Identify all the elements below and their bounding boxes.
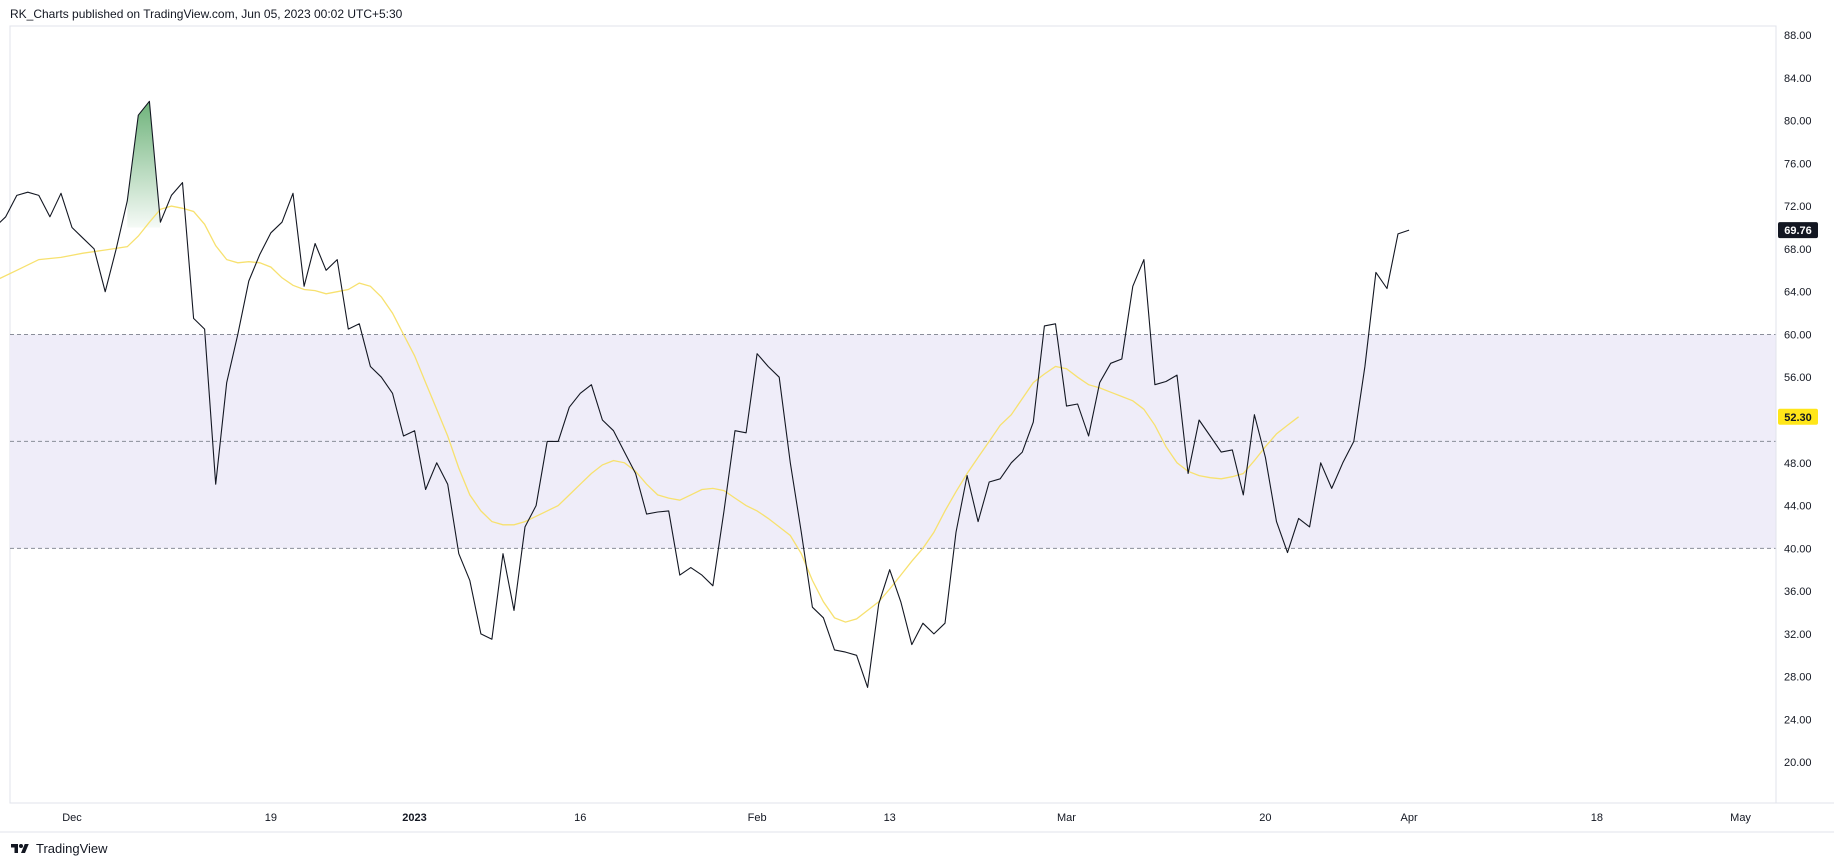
y-tick-label: 64.00 [1784,287,1812,299]
rsi-line [0,100,1410,688]
publisher-caption: RK_Charts published on TradingView.com, … [10,7,403,21]
rsi-last-value-bg [1778,222,1818,239]
x-tick-label: 13 [884,812,896,824]
rsi-line-layer [0,100,1410,688]
ma-last-value-bg [1778,408,1818,425]
x-tick-label: 19 [265,812,277,824]
ma-last-value-label: 52.30 [1784,412,1812,424]
time-axis[interactable]: Dec19202316Feb13Mar20Apr18May15Jun19Jul [62,812,1834,824]
y-tick-label: 32.00 [1784,629,1812,641]
price-axis[interactable]: 88.00 84.00 80.00 76.00 72.00 68.00 64.00 60.00… [1784,30,1812,769]
band-layer [10,333,1776,549]
y-tick-label: 20.00 [1784,757,1812,769]
y-tick-label: 84.00 [1784,73,1812,85]
y-tick-label: 88.00 [1784,30,1812,42]
x-tick-label: May [1730,812,1751,824]
ma-line-layer [0,205,1299,623]
x-tick-label: 2023 [402,812,426,824]
y-tick-label: 72.00 [1784,201,1812,213]
y-tick-label: 48.00 [1784,458,1812,470]
x-tick-label: 20 [1259,812,1271,824]
x-tick-label: Feb [748,812,767,824]
y-tick-label: 76.00 [1784,158,1812,170]
y-tick-label: 40.00 [1784,543,1812,555]
y-tick-label: 68.00 [1784,244,1812,256]
x-tick-label: Apr [1400,812,1417,824]
brand-name: TradingView [36,841,108,856]
y-tick-label: 28.00 [1784,672,1812,684]
x-tick-label: Mar [1057,812,1076,824]
rsi-last-value-label: 69.76 [1784,225,1812,237]
y-tick-label: 24.00 [1784,714,1812,726]
footer-brand[interactable]: TradingView [9,841,108,856]
y-tick-label: 60.00 [1784,329,1812,341]
last-value-badges: 69.76 52.30 [1778,222,1818,425]
y-tick-label: 44.00 [1784,501,1812,513]
y-tick-label: 80.00 [1784,116,1812,128]
tradingview-logo-icon [11,843,29,853]
rsi-ma-line [0,205,1299,623]
x-tick-label: 18 [1591,812,1603,824]
y-tick-label: 56.00 [1784,372,1812,384]
x-tick-label: Dec [62,812,82,824]
y-tick-label: 36.00 [1784,586,1812,598]
x-tick-label: 16 [574,812,586,824]
